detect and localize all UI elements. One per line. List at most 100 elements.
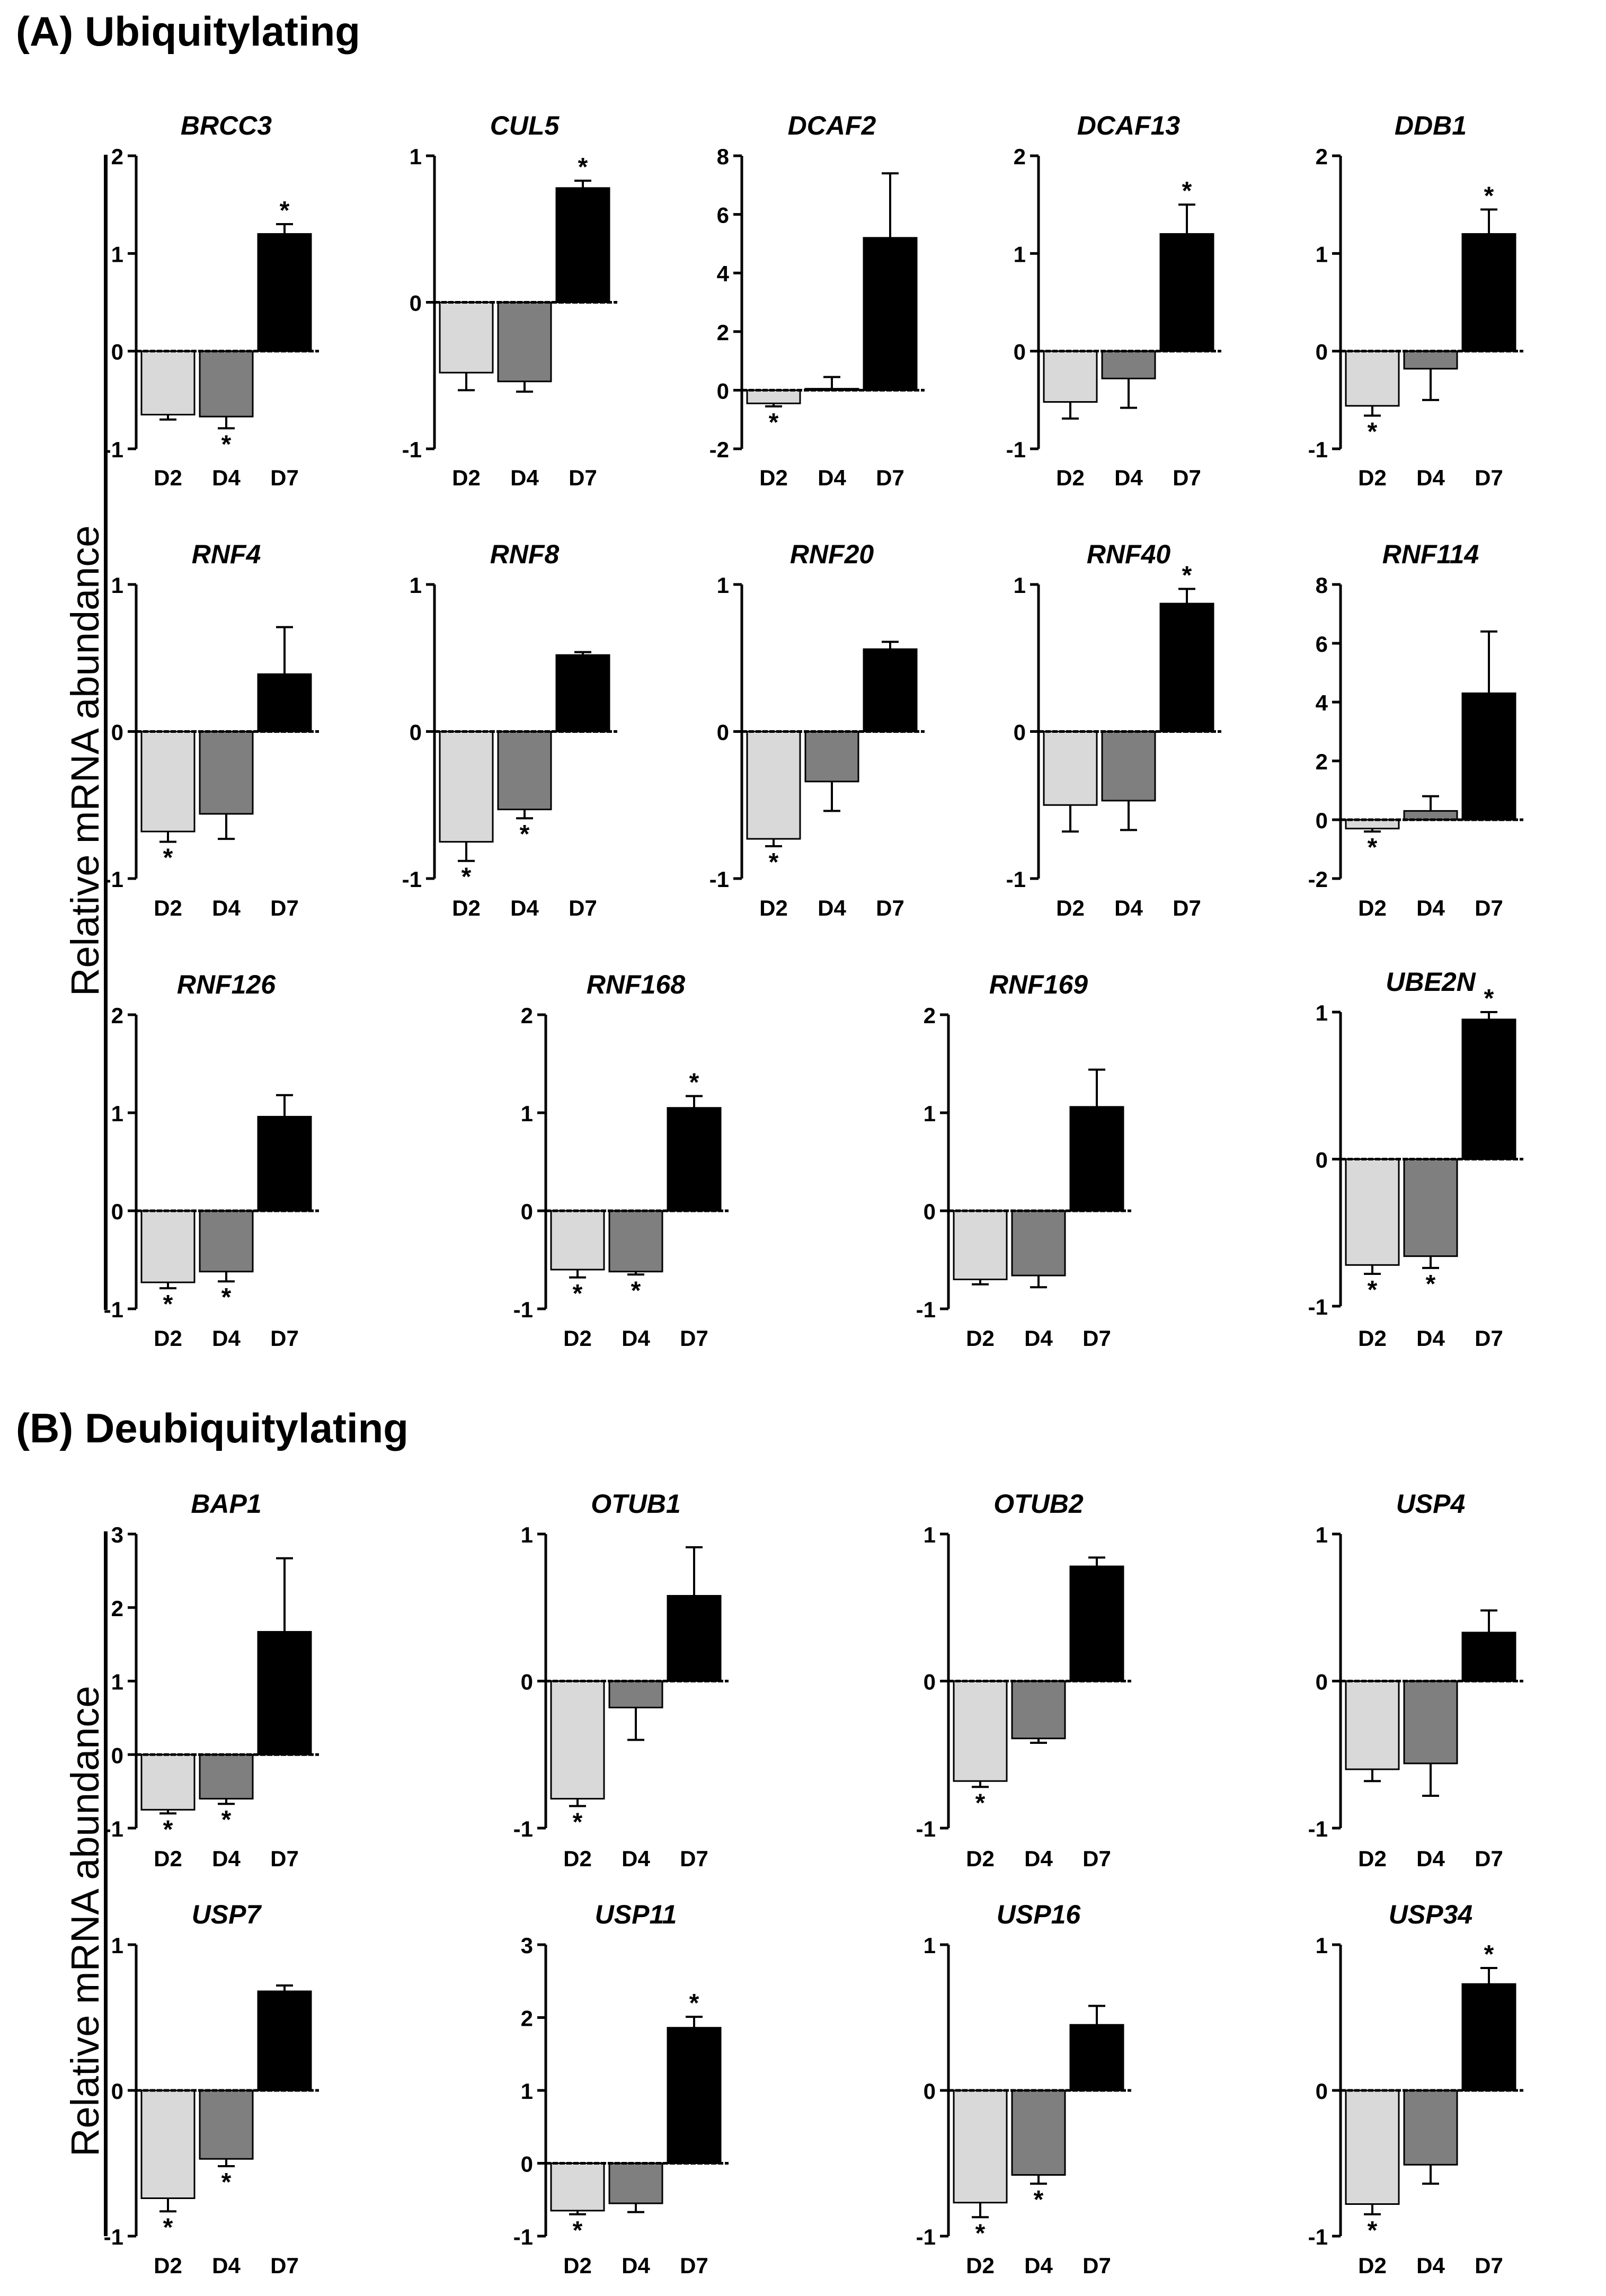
y-tick-label: 1 <box>1316 1000 1328 1025</box>
x-tick-label: D2 <box>154 1326 182 1351</box>
y-tick-label: 2 <box>521 2006 533 2031</box>
x-tick-label: D2 <box>1358 896 1387 920</box>
y-tick-label: -1 <box>1308 1816 1328 1841</box>
y-tick-label: -1 <box>1308 1295 1328 1319</box>
x-tick-label: D7 <box>680 1326 708 1351</box>
y-tick-label: 2 <box>111 1596 123 1621</box>
chart-otub2: OTUB2 -1 0 1 * D2 D4 D7 <box>916 1489 1131 1871</box>
y-tick-label: -1 <box>709 867 729 892</box>
bar-d2 <box>953 1680 1008 1782</box>
y-tick-label: 0 <box>1316 1670 1328 1695</box>
bar-d4 <box>804 731 859 783</box>
x-tick-label: D2 <box>1358 1326 1387 1351</box>
x-tick-label: D4 <box>1114 896 1143 920</box>
bar-d7 <box>863 237 918 391</box>
y-tick-label: 4 <box>717 261 730 286</box>
chart-rnf169: RNF169 -1 0 1 2 D2 D4 D7 <box>916 970 1131 1351</box>
bar-d4 <box>199 1210 254 1273</box>
y-tick-label: 0 <box>111 2079 123 2104</box>
x-tick-label: D2 <box>154 1846 182 1871</box>
x-tick-label: D2 <box>1358 1846 1387 1871</box>
y-tick-label: 1 <box>924 1933 936 1958</box>
significance-star: * <box>280 197 290 225</box>
x-tick-label: D4 <box>1416 1326 1445 1351</box>
chart-title: BAP1 <box>191 1489 261 1519</box>
bar-d7 <box>1461 1018 1516 1160</box>
significance-star: * <box>769 409 779 437</box>
chart-rnf40: RNF40 -1 0 1 D2 D4 * D7 <box>1006 539 1221 920</box>
chart-title: RNF40 <box>1087 539 1171 569</box>
x-tick-label: D4 <box>510 896 539 920</box>
chart-rnf126: RNF126 -1 0 1 2 * D2 * D4 D7 <box>104 970 319 1351</box>
section-a-bracket-line <box>104 155 108 1310</box>
chart-ube2n: UBE2N -1 0 1 * D2 * D4 * D7 <box>1308 967 1523 1351</box>
y-tick-label: -1 <box>104 1297 123 1322</box>
bar-d2 <box>140 731 196 832</box>
bar-d7 <box>1461 1632 1516 1682</box>
x-tick-label: D7 <box>1475 896 1503 920</box>
chart-cul5: CUL5 -1 0 1 D2 D4 * D7 <box>402 111 617 490</box>
significance-star: * <box>975 1789 986 1817</box>
significance-star: * <box>689 1069 699 1097</box>
bar-d2 <box>439 731 494 843</box>
y-tick-label: 0 <box>111 720 123 745</box>
bar-d7 <box>257 1631 312 1756</box>
y-tick-label: -1 <box>402 437 422 462</box>
y-tick-label: 1 <box>1014 573 1026 598</box>
x-tick-label: D7 <box>270 465 299 490</box>
significance-star: * <box>1368 418 1378 446</box>
bar-d4 <box>608 1210 663 1273</box>
x-tick-label: D7 <box>680 2253 708 2278</box>
x-tick-label: D7 <box>1475 465 1503 490</box>
significance-star: * <box>1368 1276 1378 1304</box>
y-tick-label: 0 <box>521 2152 533 2177</box>
y-tick-label: 3 <box>111 1522 123 1547</box>
bar-d7 <box>863 648 918 732</box>
x-tick-label: D4 <box>1024 2253 1053 2278</box>
chart-title: BRCC3 <box>181 111 272 140</box>
significance-star: * <box>573 1808 583 1836</box>
bar-d7 <box>555 654 610 732</box>
x-tick-label: D2 <box>1056 465 1085 490</box>
bar-d2 <box>953 1210 1008 1280</box>
y-tick-label: 2 <box>1316 144 1328 169</box>
x-tick-label: D2 <box>1358 2253 1387 2278</box>
bar-d4 <box>1011 2089 1066 2176</box>
bar-d4 <box>1403 350 1458 370</box>
y-tick-label: -1 <box>916 2224 936 2249</box>
bar-d7 <box>1069 1106 1124 1212</box>
y-tick-label: -1 <box>402 867 422 892</box>
bar-d4 <box>199 1753 254 1799</box>
significance-star: * <box>578 153 588 181</box>
bar-d7 <box>1069 1565 1124 1682</box>
chart-title: CUL5 <box>490 111 560 140</box>
chart-title: USP11 <box>595 1900 677 1929</box>
significance-star: * <box>520 820 530 848</box>
y-tick-label: -1 <box>916 1816 936 1841</box>
y-tick-label: 1 <box>111 573 123 598</box>
chart-dcaf2: DCAF2 -2 0 2 4 6 8 * D2 D4 D7 <box>709 111 925 490</box>
bar-d2 <box>140 1753 196 1811</box>
bar-d2 <box>550 2162 605 2212</box>
chart-title: DDB1 <box>1395 111 1467 140</box>
significance-star: * <box>631 1276 641 1305</box>
significance-star: * <box>1484 1940 1494 1969</box>
bar-d4 <box>1011 1680 1066 1740</box>
x-tick-label: D7 <box>1173 465 1201 490</box>
y-tick-label: 0 <box>410 720 422 745</box>
x-tick-label: D2 <box>452 465 481 490</box>
x-tick-label: D4 <box>510 465 539 490</box>
chart-title: USP4 <box>1396 1489 1466 1519</box>
chart-title: RNF168 <box>587 970 685 999</box>
y-tick-label: 1 <box>1316 1933 1328 1958</box>
x-tick-label: D2 <box>1056 896 1085 920</box>
bar-d4 <box>608 1680 663 1708</box>
bar-d2 <box>746 731 801 840</box>
significance-star: * <box>1182 177 1192 205</box>
y-tick-label: 1 <box>111 1101 123 1126</box>
bar-d7 <box>667 1595 722 1682</box>
chart-title: USP34 <box>1389 1900 1472 1929</box>
y-tick-label: 2 <box>924 1003 936 1028</box>
y-tick-label: 0 <box>717 720 729 745</box>
bar-d2 <box>439 302 494 374</box>
